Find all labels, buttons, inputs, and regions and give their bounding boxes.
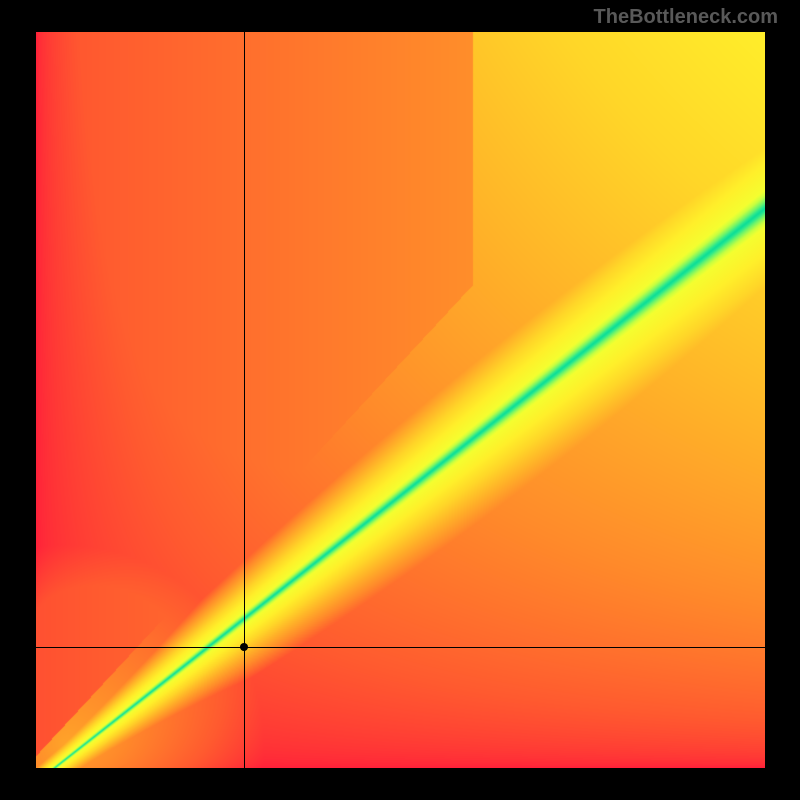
crosshair-point	[240, 643, 248, 651]
plot-area	[36, 32, 765, 768]
heatmap-canvas	[36, 32, 765, 768]
watermark-text: TheBottleneck.com	[594, 6, 778, 29]
crosshair-vertical	[244, 32, 245, 768]
crosshair-horizontal	[36, 647, 765, 648]
chart-container: TheBottleneck.com	[0, 0, 800, 800]
